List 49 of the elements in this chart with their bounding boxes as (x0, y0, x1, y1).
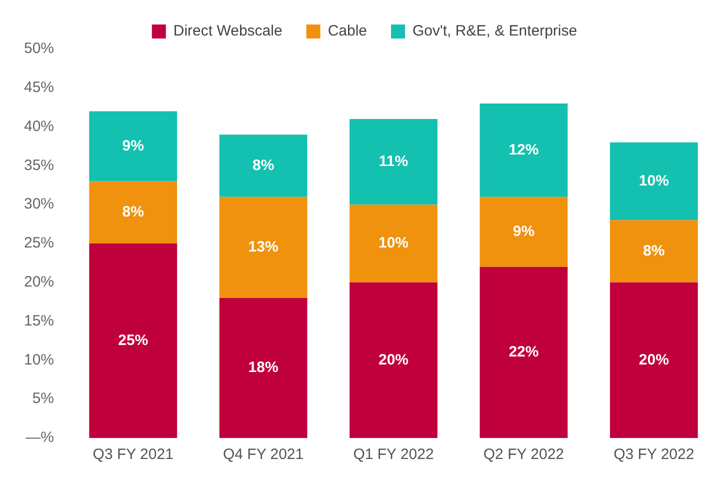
data-label: 12% (508, 141, 539, 158)
data-label: 8% (122, 204, 144, 221)
y-tick-label: 45% (24, 79, 54, 96)
data-label: 10% (638, 172, 669, 190)
bar (89, 181, 178, 244)
y-tick-label: —% (26, 429, 54, 446)
data-label: 20% (378, 351, 409, 368)
bar (89, 244, 178, 438)
bar (350, 204, 438, 282)
bar (350, 282, 438, 438)
y-tick-label: 25% (24, 234, 54, 252)
data-label: 20% (638, 351, 669, 368)
bar (610, 282, 698, 438)
y-tick-label: 40% (24, 118, 54, 135)
y-tick-label: 50% (24, 40, 54, 58)
data-label: 9% (122, 137, 144, 154)
bar (480, 103, 568, 197)
bar (89, 111, 178, 182)
bar (219, 196, 308, 298)
data-label: 9% (512, 222, 535, 240)
x-tick-label: Q2 FY 2022 (483, 446, 564, 464)
x-tick-label: Q3 FY 2022 (614, 446, 694, 464)
x-tick-label: Q3 FY 2021 (92, 446, 174, 464)
data-label: 18% (248, 359, 278, 376)
y-tick-label: 20% (24, 274, 54, 291)
y-tick-label: 35% (24, 156, 54, 174)
data-label: 22% (508, 344, 539, 361)
data-label: 25% (118, 332, 148, 349)
data-label: 8% (252, 156, 274, 174)
y-tick-label: 15% (24, 312, 54, 330)
bar (610, 142, 698, 220)
x-tick-label: Q4 FY 2021 (223, 446, 304, 464)
bar (610, 220, 698, 282)
bar (480, 266, 568, 438)
data-label: 13% (248, 238, 278, 256)
bar (219, 134, 308, 197)
legend-label: Cable (328, 22, 368, 40)
bar (480, 196, 568, 267)
y-tick-label: 5% (32, 390, 54, 408)
legend-label: Gov't, R&E, & Enterprise (412, 22, 578, 40)
y-tick-label: 30% (24, 196, 54, 213)
data-label: 8% (643, 242, 665, 260)
legend-label: Direct Webscale (173, 22, 282, 40)
x-tick-label: Q1 FY 2022 (353, 446, 434, 464)
bar (219, 298, 308, 438)
data-label: 11% (378, 152, 408, 170)
y-tick-label: 10% (24, 351, 54, 368)
data-label: 10% (378, 234, 409, 252)
bar (350, 119, 438, 205)
